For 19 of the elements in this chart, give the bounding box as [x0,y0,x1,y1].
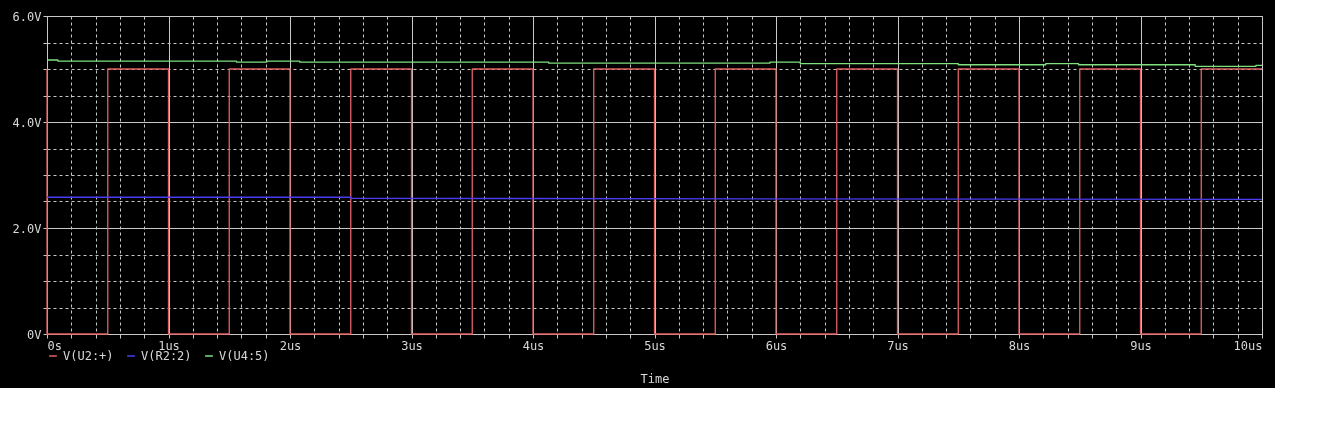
x-tick-label: 2us [279,338,302,353]
legend-label: V(U4:5) [219,349,270,363]
legend-label: V(U2:+) [63,349,114,363]
x-tick-label: 6us [765,338,788,353]
x-tick-label: 7us [887,338,909,353]
x-tick-label: 9us [1130,338,1152,353]
x-tick-label: 8us [1008,338,1031,353]
line-series [46,59,1263,67]
x-tick-label: 5us [644,338,666,353]
x-tick-label: 3us [401,338,423,353]
y-tick-label: 2.0V [12,221,42,236]
y-tick-label: 0V [27,327,42,342]
x-axis-title: Time [640,371,670,386]
y-tick-label: 6.0V [12,9,42,24]
y-tick-label: 4.0V [12,115,42,130]
x-tick-label: 4us [522,338,545,353]
x-tick-label: 10us [1233,338,1263,353]
x-tick-label: 0s [47,338,62,353]
legend-label: V(R2:2) [141,349,192,363]
